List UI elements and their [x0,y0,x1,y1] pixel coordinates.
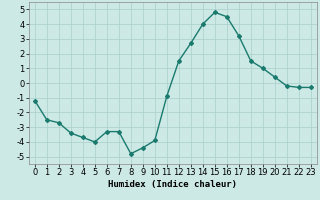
X-axis label: Humidex (Indice chaleur): Humidex (Indice chaleur) [108,180,237,189]
